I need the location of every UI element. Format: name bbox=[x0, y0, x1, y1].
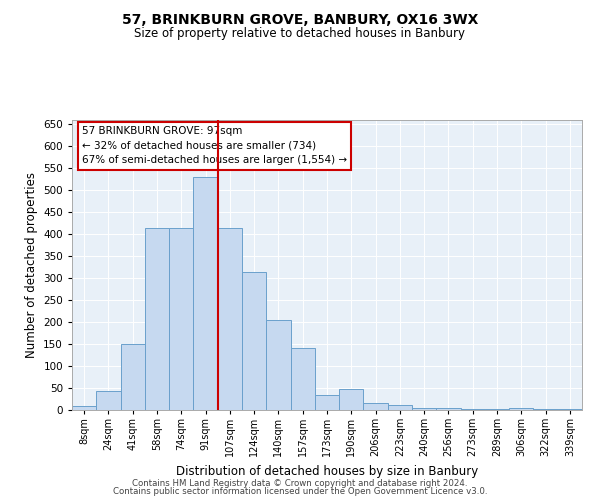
Bar bbox=[193, 177, 218, 410]
Bar bbox=[218, 228, 242, 410]
Bar bbox=[339, 389, 364, 410]
Bar bbox=[533, 409, 558, 410]
Bar bbox=[485, 409, 509, 410]
Bar bbox=[266, 320, 290, 410]
Text: Contains public sector information licensed under the Open Government Licence v3: Contains public sector information licen… bbox=[113, 487, 487, 496]
Bar bbox=[290, 348, 315, 410]
Bar bbox=[461, 408, 485, 410]
Bar bbox=[436, 408, 461, 410]
Text: 57 BRINKBURN GROVE: 97sqm
← 32% of detached houses are smaller (734)
67% of semi: 57 BRINKBURN GROVE: 97sqm ← 32% of detac… bbox=[82, 126, 347, 166]
Bar bbox=[558, 408, 582, 410]
Bar bbox=[412, 408, 436, 410]
Bar bbox=[72, 406, 96, 410]
Text: Size of property relative to detached houses in Banbury: Size of property relative to detached ho… bbox=[134, 28, 466, 40]
Y-axis label: Number of detached properties: Number of detached properties bbox=[25, 172, 38, 358]
Bar bbox=[509, 408, 533, 410]
Bar bbox=[315, 394, 339, 410]
Bar bbox=[388, 404, 412, 410]
Text: 57, BRINKBURN GROVE, BANBURY, OX16 3WX: 57, BRINKBURN GROVE, BANBURY, OX16 3WX bbox=[122, 12, 478, 26]
Bar bbox=[121, 344, 145, 410]
Bar bbox=[96, 390, 121, 410]
Bar bbox=[169, 228, 193, 410]
X-axis label: Distribution of detached houses by size in Banbury: Distribution of detached houses by size … bbox=[176, 464, 478, 477]
Bar bbox=[145, 228, 169, 410]
Bar bbox=[364, 404, 388, 410]
Text: Contains HM Land Registry data © Crown copyright and database right 2024.: Contains HM Land Registry data © Crown c… bbox=[132, 478, 468, 488]
Bar bbox=[242, 272, 266, 410]
